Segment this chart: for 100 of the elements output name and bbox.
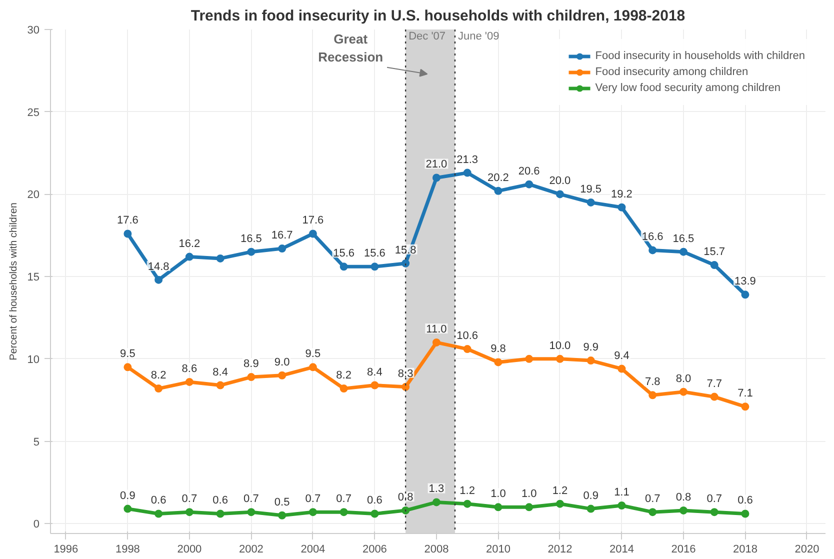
- data-label: 11.0: [426, 323, 447, 336]
- point: [741, 510, 750, 518]
- point: [185, 252, 194, 261]
- legend-label: Food insecurity among children: [595, 66, 748, 78]
- point: [402, 259, 410, 268]
- point: [679, 248, 688, 256]
- point: [432, 338, 440, 346]
- point: [247, 248, 256, 256]
- x-tick-label: 2020: [794, 544, 820, 556]
- y-tick-label: 10: [27, 354, 40, 366]
- point: [618, 502, 626, 510]
- data-label: 0.7: [182, 493, 198, 506]
- data-label: 10.6: [456, 330, 478, 342]
- data-label: 16.5: [672, 232, 694, 245]
- x-tick-label: 2006: [362, 544, 387, 556]
- point: [370, 262, 379, 271]
- data-label: 1.2: [552, 484, 568, 497]
- data-label: 19.2: [611, 188, 632, 200]
- point: [618, 203, 626, 212]
- data-label: 8.4: [212, 366, 228, 378]
- data-label: 8.4: [367, 366, 382, 378]
- data-label: 16.7: [271, 230, 293, 242]
- data-label: 20.2: [488, 172, 509, 184]
- y-tick-label: 0: [33, 518, 40, 531]
- point: [432, 174, 440, 182]
- x-tick-label: 2002: [238, 544, 264, 556]
- data-label: 21.3: [456, 154, 478, 166]
- point: [216, 381, 224, 390]
- data-label: 1.2: [460, 484, 475, 497]
- y-tick-label: 25: [27, 106, 40, 119]
- y-tick-label: 5: [33, 436, 40, 448]
- point: [185, 508, 194, 516]
- point: [308, 363, 317, 372]
- data-label: 0.6: [738, 494, 753, 507]
- data-label: 20.0: [549, 175, 571, 188]
- point: [463, 500, 472, 508]
- x-tick-label: 2000: [177, 544, 202, 556]
- data-label: 0.8: [398, 491, 414, 504]
- x-tick-label: 1998: [115, 544, 140, 556]
- point: [402, 506, 410, 514]
- data-label: 8.9: [244, 358, 259, 370]
- x-tick-label: 2018: [732, 544, 758, 556]
- data-label: 21.0: [426, 158, 448, 171]
- point: [278, 371, 286, 380]
- data-label: 20.6: [518, 165, 540, 178]
- point: [679, 388, 688, 396]
- point: [402, 382, 410, 391]
- point: [618, 364, 626, 373]
- data-label: 7.7: [706, 378, 722, 390]
- data-label: 0.7: [336, 493, 352, 506]
- point: [648, 391, 657, 400]
- data-label: 14.8: [148, 260, 170, 273]
- x-tick-label: 2010: [486, 544, 510, 556]
- point: [154, 510, 163, 518]
- data-label: 1.0: [490, 488, 506, 500]
- data-label: 19.5: [580, 183, 602, 196]
- point: [124, 363, 132, 372]
- point: [124, 504, 132, 513]
- point: [370, 381, 379, 390]
- data-label: 0.7: [644, 493, 660, 506]
- data-label: 7.1: [738, 388, 753, 400]
- point: [154, 276, 163, 284]
- point: [710, 261, 718, 270]
- point: [247, 508, 256, 516]
- point: [340, 508, 348, 516]
- point: [340, 262, 348, 271]
- x-tick-label: 2014: [609, 544, 634, 556]
- data-label: 9.5: [120, 348, 136, 360]
- point: [710, 508, 718, 516]
- data-label: 16.6: [642, 231, 664, 244]
- data-label: 0.7: [305, 493, 321, 506]
- data-label: 9.0: [274, 356, 290, 368]
- point: [463, 345, 472, 354]
- data-label: 8.6: [182, 362, 198, 375]
- data-label: 15.8: [394, 244, 416, 256]
- data-label: 1.0: [521, 488, 537, 500]
- data-label: 15.7: [704, 246, 726, 258]
- data-label: 9.9: [583, 342, 598, 354]
- data-label: 0.9: [120, 490, 136, 502]
- x-tick-label: 2012: [548, 544, 572, 556]
- x-tick-label: 2004: [300, 544, 326, 556]
- y-tick-label: 30: [27, 24, 40, 36]
- y-tick-label: 15: [27, 272, 40, 284]
- ref-line-label: Dec '07: [408, 30, 446, 42]
- data-label: 8.2: [336, 370, 352, 382]
- point: [586, 504, 595, 513]
- point: [247, 373, 256, 382]
- data-label: 9.4: [614, 350, 630, 362]
- data-label: 1.3: [428, 483, 444, 496]
- data-label: 0.8: [676, 491, 692, 504]
- data-label: 17.6: [116, 214, 138, 227]
- data-label: 0.6: [367, 494, 382, 507]
- x-tick-label: 1996: [54, 544, 78, 556]
- data-label: 8.3: [398, 368, 414, 380]
- data-label: 9.8: [490, 343, 506, 356]
- data-label: 10.0: [549, 340, 571, 352]
- data-label: 16.2: [178, 238, 200, 250]
- chart-title: Trends in food insecurity in U.S. households with children, 1998-2018: [190, 8, 686, 24]
- data-label: 8.2: [150, 370, 166, 382]
- point: [124, 230, 132, 238]
